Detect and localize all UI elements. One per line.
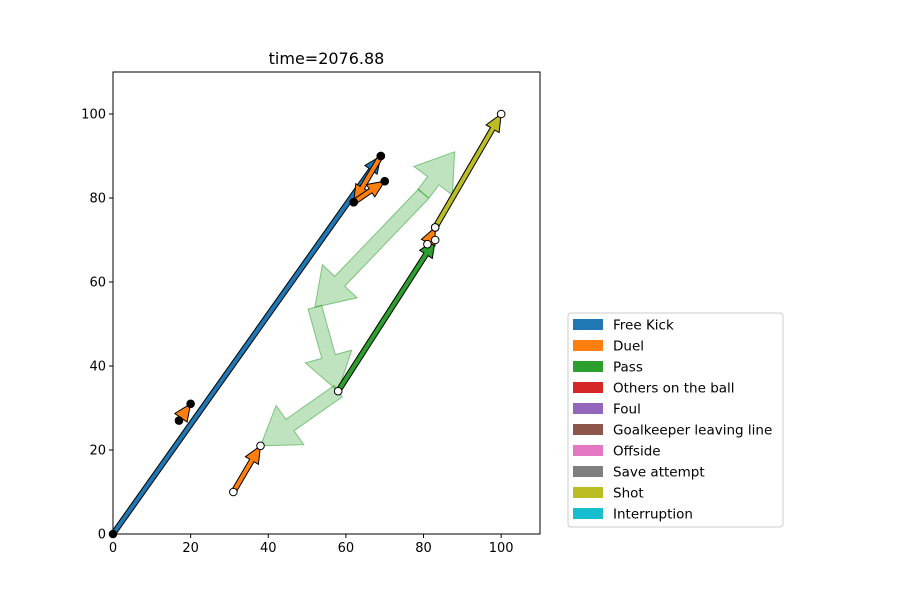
x-tick-label: 100 (489, 541, 514, 556)
legend-label: Interruption (613, 507, 693, 523)
event-marker (430, 235, 440, 245)
x-tick-label: 40 (260, 541, 277, 556)
trajectory-arrow (314, 188, 430, 308)
y-tick-label: 0 (98, 528, 106, 543)
x-tick-label: 20 (182, 541, 199, 556)
legend-label: Free Kick (613, 318, 674, 334)
chart-title: time=2076.88 (269, 49, 385, 68)
y-tick-label: 60 (89, 276, 106, 291)
legend-label: Save attempt (613, 465, 705, 481)
legend-label: Others on the ball (613, 381, 735, 397)
legend-label: Goalkeeper leaving line (613, 423, 772, 439)
event-marker (496, 109, 506, 119)
event-marker (376, 151, 386, 161)
event-marker (349, 197, 358, 207)
legend-label: Foul (613, 402, 641, 418)
x-tick-label: 80 (415, 541, 432, 556)
legend-swatch (573, 340, 603, 351)
legend-swatch (573, 403, 603, 414)
legend-swatch (573, 382, 603, 393)
event-marker (186, 399, 195, 409)
event-arrow-shot (432, 112, 502, 230)
legend-swatch (573, 508, 603, 519)
legend-swatch (573, 424, 603, 435)
plot-frame (112, 71, 541, 535)
x-tick-label: 60 (338, 541, 355, 556)
y-tick-label: 100 (81, 108, 106, 123)
legend-label: Duel (613, 339, 644, 355)
trajectory-arrow (304, 304, 353, 393)
event-marker (380, 176, 390, 186)
legend-label: Pass (613, 360, 643, 376)
legend: Free Kick Duel Pass Others on the ball Foul G… (567, 312, 784, 528)
trajectory-layer (259, 151, 456, 447)
y-tick-label: 80 (89, 192, 106, 207)
x-tick-label: 0 (109, 541, 117, 556)
event-arrow-free-kick (110, 154, 382, 537)
event-marker (333, 386, 343, 396)
event-marker (256, 441, 265, 451)
event-arrow-duel (230, 444, 262, 494)
legend-swatch (573, 466, 603, 477)
legend-swatch (573, 319, 603, 330)
event-marker (229, 487, 238, 497)
events-layer (108, 109, 506, 539)
legend-swatch (573, 361, 603, 372)
legend-swatch (573, 445, 603, 456)
trajectory-arrow (259, 384, 343, 447)
event-marker (423, 239, 432, 249)
event-marker (430, 223, 440, 232)
axes-layer: 0 20 40 60 80 100 0 20 40 60 80 100 (81, 108, 513, 557)
event-marker (174, 416, 184, 425)
trajectory-arrow (412, 151, 456, 199)
y-tick-label: 20 (89, 444, 106, 459)
legend-frame (567, 312, 784, 528)
legend-label: Shot (613, 486, 644, 502)
legend-swatch (573, 487, 603, 498)
legend-label: Offside (613, 444, 661, 460)
y-tick-label: 40 (89, 360, 106, 375)
